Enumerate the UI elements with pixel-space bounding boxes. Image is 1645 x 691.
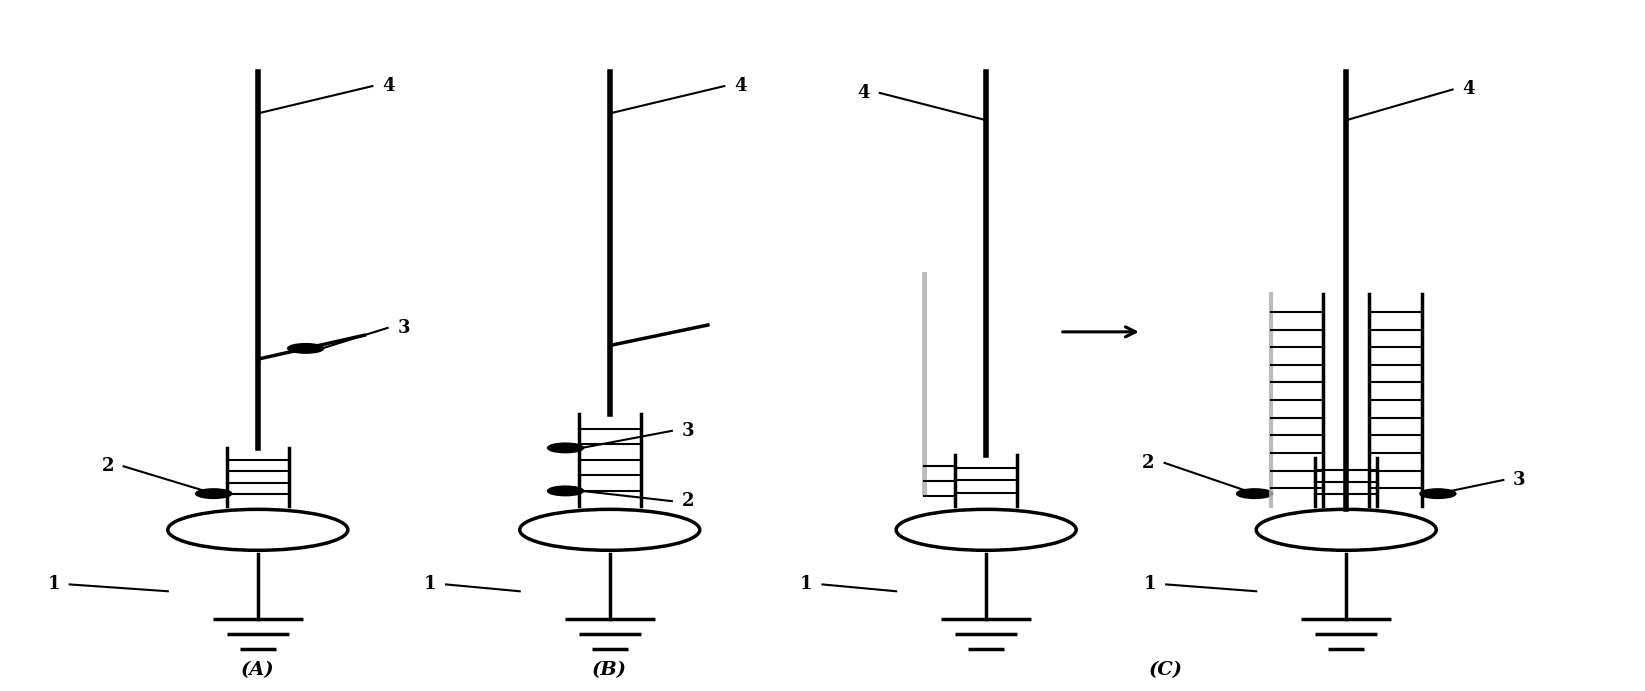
Text: 3: 3 [1513, 471, 1525, 489]
Text: 1: 1 [48, 576, 59, 594]
Text: (B): (B) [592, 661, 627, 679]
Ellipse shape [1237, 489, 1273, 498]
Ellipse shape [1420, 489, 1456, 498]
Text: 3: 3 [681, 422, 694, 440]
Ellipse shape [288, 343, 324, 353]
Text: 4: 4 [1462, 80, 1476, 99]
Text: 4: 4 [734, 77, 747, 95]
Text: 1: 1 [424, 576, 436, 594]
Text: 2: 2 [681, 492, 694, 510]
Text: 4: 4 [857, 84, 870, 102]
Text: (C): (C) [1150, 661, 1183, 679]
Text: 2: 2 [102, 457, 114, 475]
Ellipse shape [548, 443, 584, 453]
Text: (A): (A) [242, 661, 275, 679]
Text: 1: 1 [799, 576, 813, 594]
Ellipse shape [196, 489, 232, 498]
Text: 4: 4 [382, 77, 395, 95]
Ellipse shape [548, 486, 584, 495]
Text: 3: 3 [398, 319, 410, 337]
Text: 2: 2 [1142, 454, 1155, 472]
Text: 1: 1 [1143, 576, 1156, 594]
